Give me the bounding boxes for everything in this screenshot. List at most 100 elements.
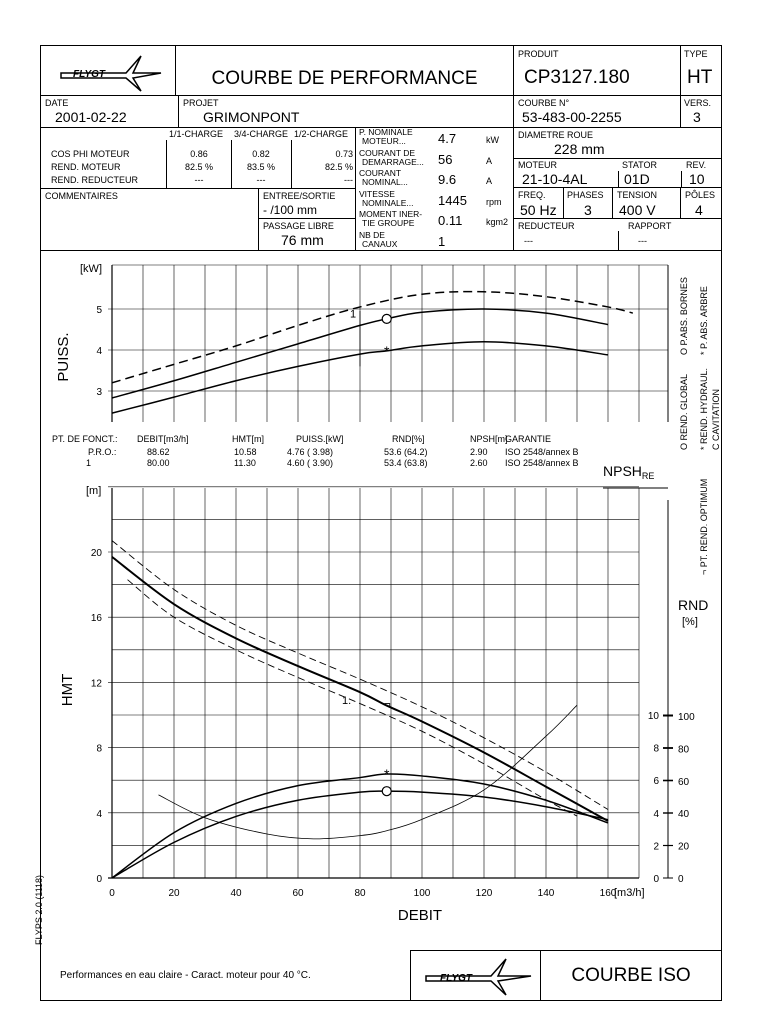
x-tick-label: 100 — [414, 888, 431, 899]
rnd-global-curve — [111, 790, 609, 879]
rend-hydraul-marker: * — [384, 766, 390, 782]
footer-note: Performances en eau claire - Caract. mot… — [60, 970, 311, 981]
p-abs-arbre-marker: * — [384, 343, 390, 359]
y-tick-label: 8 — [96, 744, 102, 755]
col-header: 1/1-CHARGE — [169, 129, 224, 139]
x-tick-label: 20 — [168, 888, 180, 899]
cell: --- — [194, 175, 204, 185]
param-label-2: TIE GROUPE — [362, 218, 415, 228]
cell: --- — [256, 175, 266, 185]
hmt-tolerance-curve — [111, 540, 609, 810]
stator-label: STATOR — [622, 160, 658, 170]
cell: 82.5 % — [324, 162, 353, 172]
type-value: HT — [687, 67, 713, 88]
freq-label: FREQ. — [518, 190, 546, 200]
software-version: FLYPS 2.0 (1118) — [34, 875, 44, 945]
optimum-marker: ¬ — [384, 697, 391, 711]
rnd-axis-title: RND — [678, 597, 708, 613]
vers-label: VERS. — [684, 98, 712, 108]
legend-p-abs-bornes: O P.ABS. BORNES — [679, 277, 689, 355]
hmt-axis-unit: [m] — [86, 485, 101, 497]
courbe-value: 53-483-00-2255 — [522, 109, 622, 125]
op-header: NPSH[m] — [470, 434, 508, 444]
param-value: 56 — [438, 151, 453, 167]
rnd-tick-label: 80 — [678, 744, 690, 755]
param-label-1: COURANT — [359, 168, 402, 178]
rend-global-marker — [381, 786, 392, 797]
footer-logo-cell: FLYGT — [410, 950, 541, 1001]
moteur-label: MOTEUR — [518, 160, 557, 170]
param-value: 1 — [438, 233, 446, 249]
tension-label: TENSION — [617, 190, 658, 200]
rnd-tick-label: 40 — [678, 809, 690, 820]
x-tick-label: 80 — [354, 888, 366, 899]
legend-cavitation: C CAVITATION — [711, 389, 721, 450]
row-label: COS PHI MOTEUR — [51, 149, 130, 159]
op-cell: ISO 2548/annex B — [505, 458, 579, 468]
rnd-tick-label: 100 — [678, 712, 695, 723]
rnd-tick-label: 0 — [678, 874, 684, 885]
hmt-tolerance-curve — [127, 579, 578, 817]
param-label-2: DEMARRAGE... — [362, 156, 424, 167]
col-header: 1/2-CHARGE — [294, 129, 349, 139]
op-header: PT. DE FONCT.: — [52, 434, 118, 444]
power-chart: 3 4 5 * 1 — [96, 264, 669, 422]
reducteur-label: REDUCTEUR — [518, 221, 575, 231]
param-label-2: NOMINALE... — [362, 197, 414, 208]
reducteur-value: --- — [524, 236, 533, 246]
npsh-tick-label: 8 — [653, 744, 659, 755]
npsh-tick-label: 0 — [653, 874, 659, 885]
x-tick-label: 0 — [109, 888, 115, 899]
y-tick-label: 5 — [96, 305, 102, 316]
op-cell: 4.76 ( 3.98) — [287, 447, 334, 457]
date-label: DATE — [45, 98, 69, 108]
npsh-tick-label: 10 — [648, 711, 660, 722]
npsh-tick-label: 2 — [653, 841, 659, 852]
stator-value: 01D — [624, 171, 650, 187]
legend-p-abs-arbre: * P. ABS. ARBRE — [699, 286, 709, 355]
power-curve — [111, 290, 633, 384]
flygt-logo: FLYGT — [60, 55, 162, 92]
moteur-value: 21-10-4AL — [522, 171, 588, 187]
projet-label: PROJET — [183, 98, 219, 108]
rev-label: REV. — [686, 160, 707, 170]
op-cell: 88.62 — [147, 447, 170, 457]
courbe-label: COURBE N° — [518, 98, 570, 108]
hmt-axis-title: HMT — [59, 674, 76, 707]
npsh-tick-label: 6 — [653, 776, 659, 787]
op-header: RND[%] — [392, 434, 425, 444]
op-cell: 1 — [86, 458, 92, 468]
npsh-axis-title: NPSHRE — [603, 463, 654, 481]
power-curve — [111, 341, 609, 414]
passage-label: PASSAGE LIBRE — [263, 221, 334, 231]
y-tick-label: 16 — [91, 613, 103, 624]
comments-label: COMMENTAIRES — [45, 191, 118, 201]
legend-rend-hydraul: * REND. HYDRAUL. — [699, 368, 709, 450]
courbe-iso-cell: COURBE ISO — [540, 950, 722, 1001]
param-label-1: MOMENT INER- — [359, 209, 423, 219]
param-label-1: VITESSE — [359, 188, 395, 199]
x-tick-label: 160 — [600, 888, 617, 899]
op-cell: 80.00 — [147, 458, 170, 468]
cell: 0.86 — [190, 149, 208, 159]
diametre-label: DIAMETRE ROUE — [518, 130, 594, 140]
param-label-2: CANAUX — [362, 238, 398, 249]
y-tick-label: 0 — [96, 874, 102, 885]
op-cell: 11.30 — [234, 458, 256, 468]
param-unit: A — [486, 155, 493, 166]
param-unit: kgm2 — [486, 217, 509, 227]
cell: 83.5 % — [246, 162, 276, 172]
type-label: TYPE — [684, 49, 708, 59]
param-label-1: NB DE — [359, 229, 385, 240]
tension-value: 400 V — [619, 202, 656, 218]
duty-point-label: 1 — [350, 308, 356, 320]
param-unit: rpm — [486, 196, 502, 207]
duty-point-label: 1. — [342, 695, 351, 707]
param-label-1: COURANT DE — [359, 147, 416, 158]
op-cell: 4.60 ( 3.90) — [287, 458, 334, 468]
rnd-tick-label: 60 — [678, 777, 690, 788]
x-tick-label: 140 — [538, 888, 555, 899]
cell: 0.73 — [335, 149, 353, 159]
op-cell: P.R.O.: — [88, 447, 117, 457]
